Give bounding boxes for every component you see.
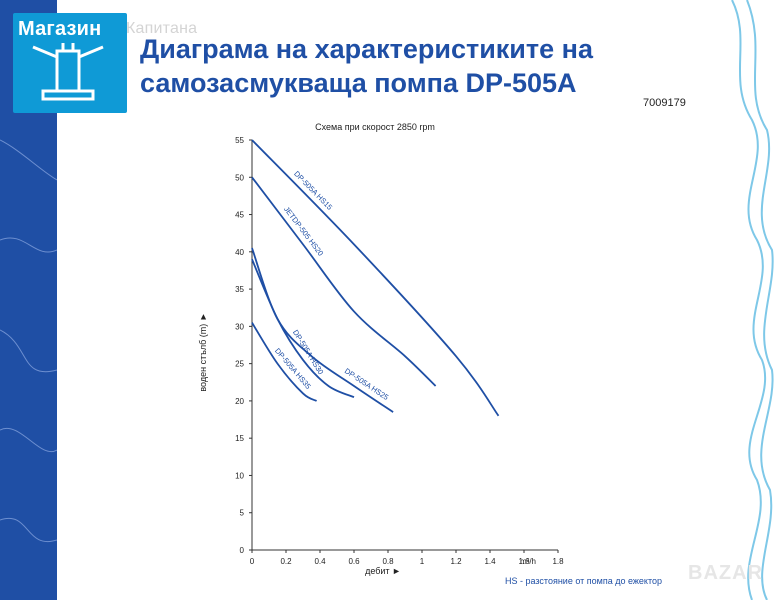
x-tick-label: 1.8: [552, 557, 564, 566]
series-line-0: [251, 139, 500, 417]
series-line-4: [251, 322, 318, 402]
y-tick-label: 30: [235, 322, 244, 331]
sprinkler-icon: [32, 43, 104, 101]
logo-brand-extra-text: Капитана: [126, 20, 198, 37]
x-tick-label: 1: [420, 557, 425, 566]
series-line-3: [251, 258, 355, 399]
logo: [13, 13, 127, 113]
product-code: 7009179: [643, 97, 686, 109]
chart-title: Схема при скорост 2850 rpm: [315, 122, 435, 132]
pump-characteristics-chart: Схема при скорост 2850 rpm 0510152025303…: [198, 122, 564, 576]
footnote: HS - разстояние от помпа до ежектор: [505, 576, 662, 586]
y-tick-label: 10: [235, 471, 244, 480]
x-tick-label: 0.8: [382, 557, 394, 566]
x-tick-label: 0: [250, 557, 255, 566]
series-label-1: JETDP-505 HS20: [282, 205, 325, 258]
x-tick-label: 0.6: [348, 557, 360, 566]
y-tick-label: 5: [240, 509, 245, 518]
x-tick-label: 1.2: [450, 557, 462, 566]
page-title: Диаграма на характеристиките на самозасм…: [140, 34, 593, 98]
watermark: BAZAR: [688, 562, 763, 584]
y-tick-label: 55: [235, 136, 244, 145]
y-tick-label: 15: [235, 434, 244, 443]
x-tick-label: 0.4: [314, 557, 326, 566]
chart-series: [251, 139, 500, 417]
y-tick-label: 20: [235, 397, 244, 406]
y-tick-label: 45: [235, 211, 244, 220]
chart-axes: 0 5 10 15 20 25 30 35 40 45 50 55 0 0.2 0.4 0.6 0.8 1 1.2 1…: [235, 136, 564, 566]
series-label-0: DP-505A HS15: [292, 169, 334, 212]
y-tick-label: 50: [235, 173, 244, 182]
y-tick-label: 35: [235, 285, 244, 294]
y-tick-label: 40: [235, 248, 244, 257]
logo-brand-text: Магазин: [18, 18, 102, 40]
x-axis-unit: m³/h: [520, 557, 536, 566]
x-axis-title: дебит ►: [365, 566, 401, 576]
x-tick-label: 1.6: [518, 557, 530, 566]
x-tick-label: 0.2: [280, 557, 292, 566]
series-line-1: [251, 176, 437, 387]
y-tick-label: 25: [235, 360, 244, 369]
y-tick-label: 0: [240, 546, 245, 555]
y-axis-title: воден стълб (m) ►: [198, 312, 208, 391]
right-decorative-band: [722, 0, 777, 601]
x-tick-label: 1.4: [484, 557, 496, 566]
